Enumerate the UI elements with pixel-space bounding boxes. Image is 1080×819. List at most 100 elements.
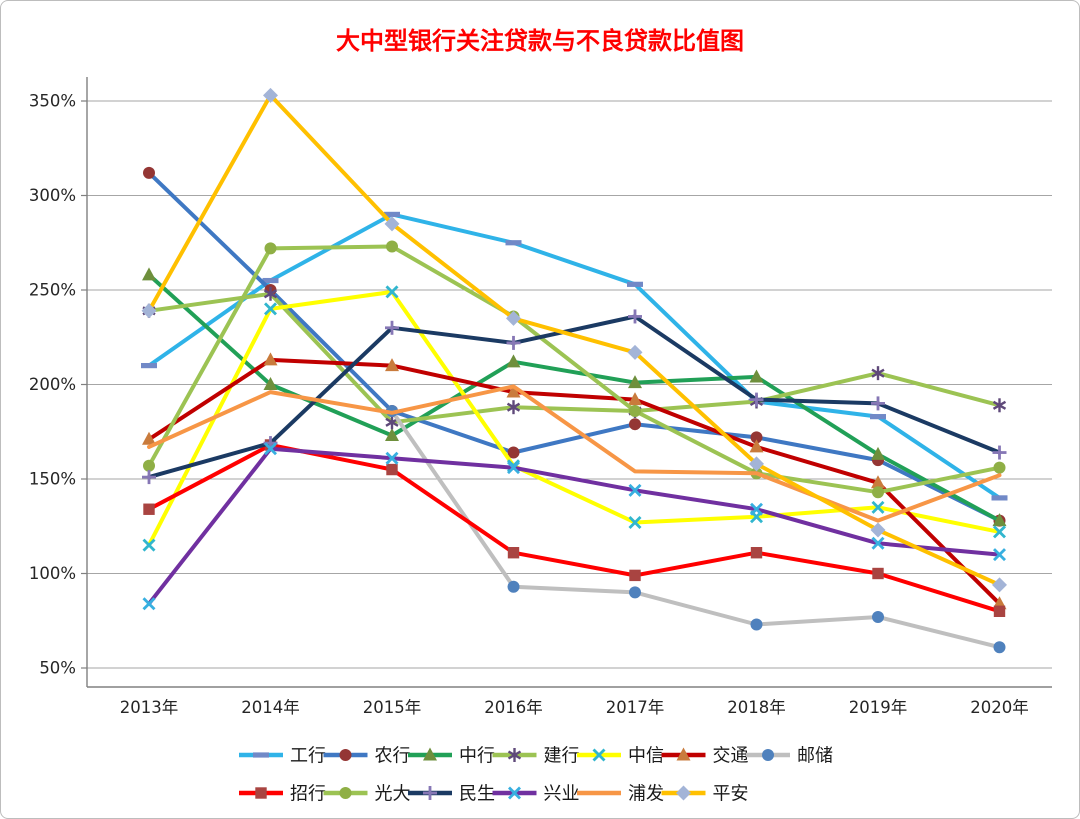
series-marker	[871, 368, 885, 378]
series-pingan	[141, 87, 1007, 593]
series-marker	[507, 547, 520, 559]
series-jiaotong	[142, 352, 1007, 610]
y-axis-label: 100%	[29, 564, 76, 583]
series-marker	[507, 446, 520, 459]
legend-item-pingan: 平安	[661, 784, 749, 805]
series-marker	[750, 547, 763, 559]
y-axis-label: 250%	[29, 281, 76, 300]
series-marker	[629, 404, 641, 417]
series-marker	[385, 358, 399, 372]
series-marker	[992, 577, 1007, 593]
x-axis-label: 2014年	[241, 698, 300, 717]
series-marker	[872, 610, 884, 623]
series-marker	[676, 785, 691, 801]
series-marker	[750, 502, 763, 516]
series-marker	[505, 240, 522, 246]
series-line-zhonghang	[147, 272, 1002, 523]
series-marker	[141, 303, 157, 319]
legend-item-gonghang: 工行	[239, 746, 326, 767]
series-marker	[255, 787, 267, 799]
x-axis-label: 2020年	[970, 698, 1029, 717]
series-marker	[993, 525, 1006, 539]
series-marker	[264, 442, 277, 456]
series-marker	[385, 428, 399, 442]
legend-item-pufa: 浦发	[577, 784, 664, 805]
legend-label: 兴业	[544, 784, 580, 805]
series-guangda	[143, 240, 1006, 499]
series-marker	[628, 375, 642, 389]
series-marker	[993, 461, 1006, 474]
series-line-gonghang	[147, 212, 1002, 500]
series-marker	[142, 538, 156, 552]
y-axis-label: 350%	[29, 92, 76, 111]
legend-label: 工行	[290, 746, 326, 767]
series-marker	[507, 750, 522, 760]
series-line-jianhang	[147, 291, 1002, 425]
series-marker	[263, 87, 278, 103]
series-marker	[749, 369, 764, 383]
series-line-minsheng	[147, 314, 1002, 480]
series-line-xingye	[147, 446, 1002, 606]
series-marker	[262, 277, 279, 284]
series-marker	[592, 748, 606, 762]
chart-title: 大中型银行关注贷款与不良贷款比值图	[336, 26, 744, 55]
series-marker	[506, 310, 521, 326]
legend-label: 光大	[375, 784, 411, 805]
series-nonghang	[143, 166, 1006, 527]
legend-item-xingye: 兴业	[492, 784, 580, 805]
series-xingye	[142, 442, 1006, 611]
x-axis-label: 2016年	[484, 698, 543, 717]
series-marker	[263, 289, 278, 299]
series-marker	[143, 459, 155, 472]
series-marker	[264, 242, 277, 255]
series-marker	[339, 787, 352, 799]
series-marker	[384, 216, 400, 232]
series-marker	[749, 456, 764, 472]
series-marker	[992, 513, 1007, 527]
series-marker	[750, 431, 763, 444]
legend-label: 建行	[544, 746, 580, 767]
x-axis-label: 2018年	[727, 698, 786, 717]
series-marker	[507, 580, 520, 593]
series-marker	[506, 354, 521, 368]
series-marker	[629, 586, 641, 599]
series-marker	[762, 749, 774, 761]
series-marker	[384, 211, 400, 217]
series-marker	[749, 439, 764, 453]
series-marker	[339, 749, 352, 761]
legend-item-youchu: 邮储	[746, 746, 833, 767]
series-marker	[142, 267, 156, 281]
legend-label: 邮储	[797, 746, 833, 767]
series-marker	[676, 747, 691, 761]
series-layer	[141, 87, 1008, 654]
series-marker	[263, 352, 278, 366]
series-marker	[385, 285, 399, 299]
series-marker	[871, 536, 885, 550]
y-axis-label: 300%	[29, 186, 76, 205]
series-zhonghang	[142, 267, 1007, 527]
legend-item-guangda: 光大	[323, 784, 411, 805]
series-marker	[993, 641, 1006, 654]
legend-item-jiaotong: 交通	[661, 746, 749, 767]
series-marker	[506, 384, 521, 398]
legend-label: 交通	[713, 746, 749, 767]
series-marker	[871, 446, 885, 460]
legend-label: 招行	[290, 784, 326, 805]
series-marker	[142, 431, 156, 445]
x-axis-label: 2019年	[849, 698, 908, 717]
legend-label: 中行	[459, 746, 495, 767]
series-line-zhongxin	[147, 289, 1002, 548]
series-marker	[872, 486, 884, 499]
x-axis-label: 2015年	[363, 698, 422, 717]
series-marker	[627, 281, 643, 287]
series-marker	[385, 451, 399, 465]
legend-item-zhonghang: 中行	[408, 746, 495, 767]
y-axis-label: 50%	[39, 659, 76, 678]
series-line-guangda	[147, 244, 1002, 495]
x-axis-label: 2017年	[606, 698, 665, 717]
legend-label: 浦发	[628, 784, 664, 805]
series-marker	[628, 515, 642, 529]
series-marker	[870, 414, 886, 420]
